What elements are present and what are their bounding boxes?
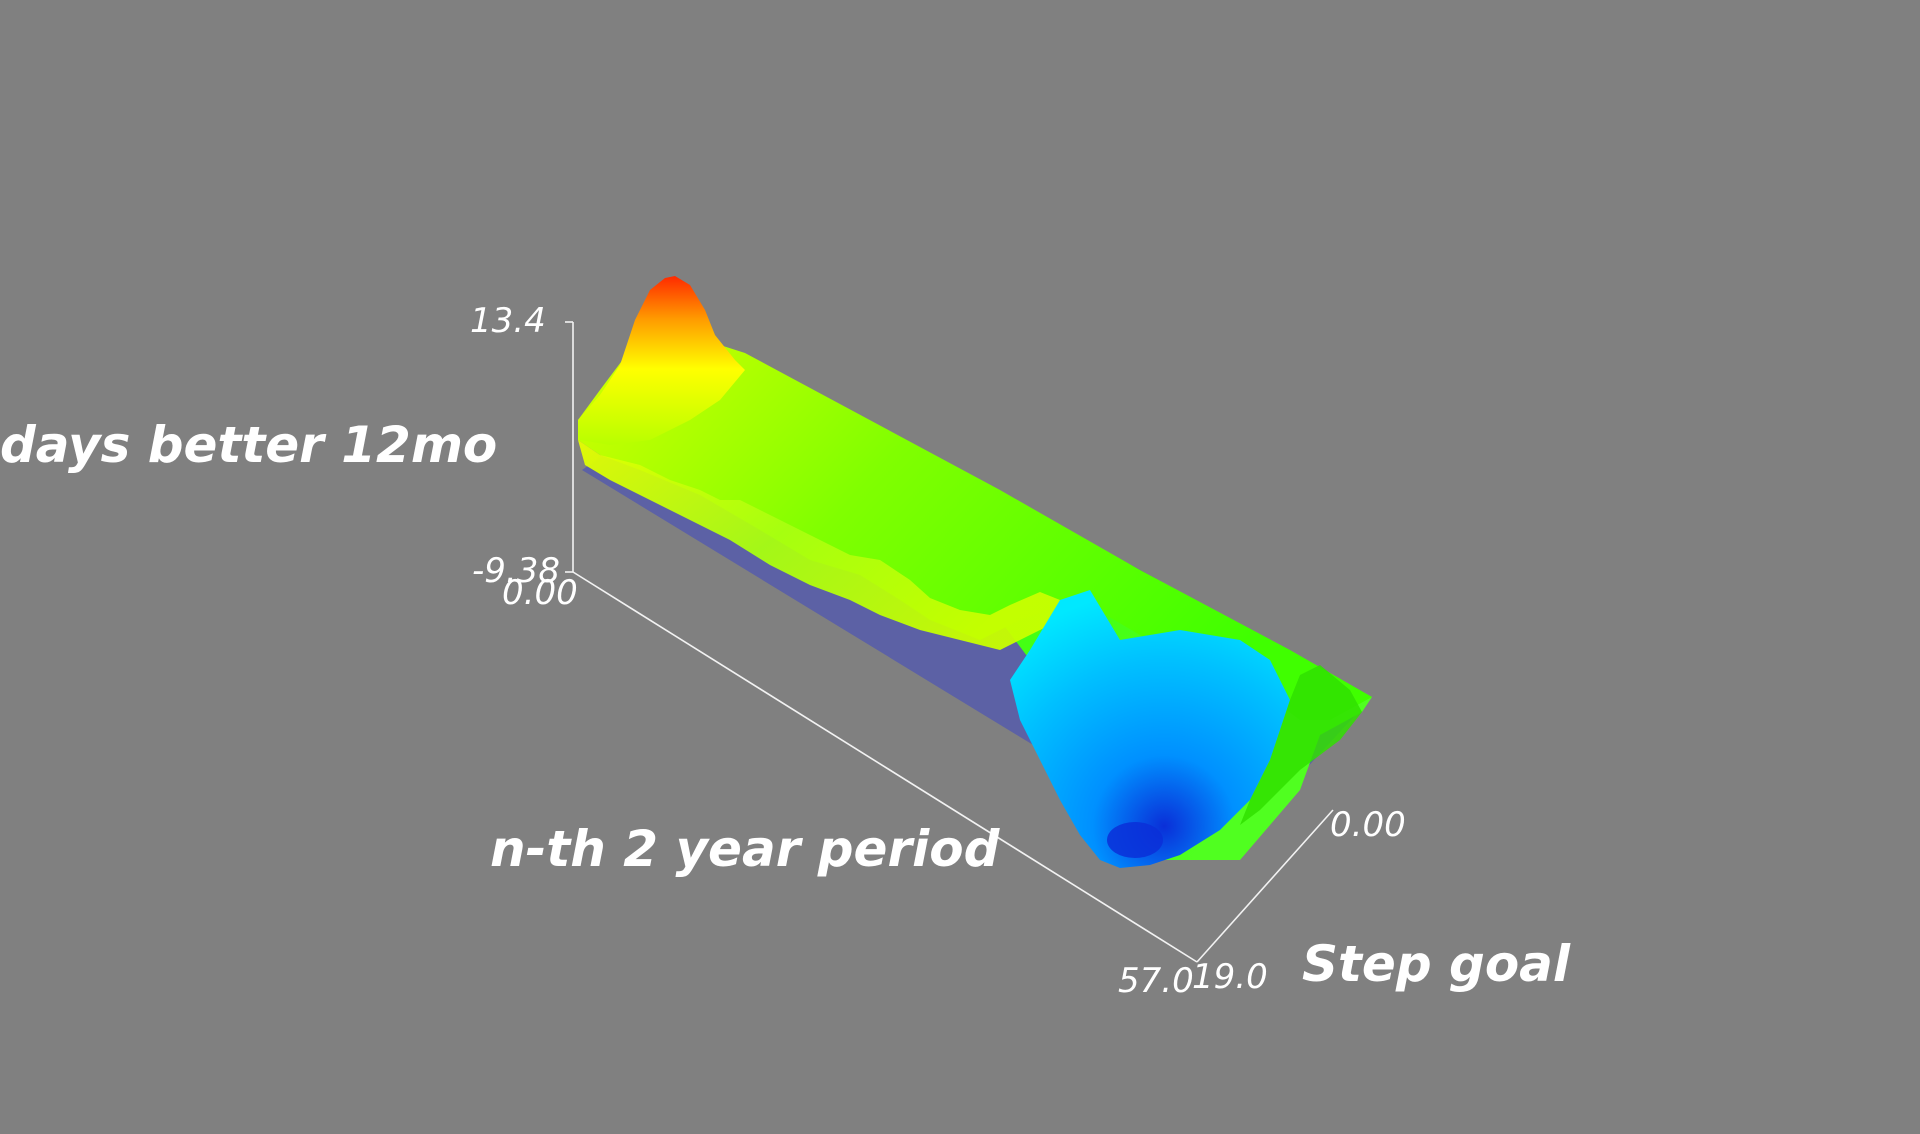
- x-axis-title: Step goal: [1302, 935, 1571, 993]
- x-tick-max: 19.0: [1192, 957, 1268, 997]
- surface-front-edge: [578, 440, 1080, 650]
- x-axis-line: [1196, 809, 1334, 963]
- y-axis-line: [572, 571, 1198, 963]
- surface-minimum: [1107, 822, 1163, 858]
- surface-ridge: [578, 330, 1372, 720]
- x-tick-min: 0.00: [1330, 805, 1406, 845]
- y-tick-min: 0.00: [502, 573, 578, 613]
- z-tick-min: -9.38: [472, 551, 560, 591]
- z-tick-max: 13.4: [470, 301, 546, 341]
- surface-dip-rim: [1240, 665, 1362, 825]
- z-axis-title: days better 12mo: [0, 416, 497, 474]
- surface-peak: [578, 276, 745, 445]
- y-axis-title: n-th 2 year period: [490, 820, 1001, 878]
- surface-dip: [1010, 590, 1290, 868]
- y-tick-max: 57.0: [1118, 961, 1194, 1001]
